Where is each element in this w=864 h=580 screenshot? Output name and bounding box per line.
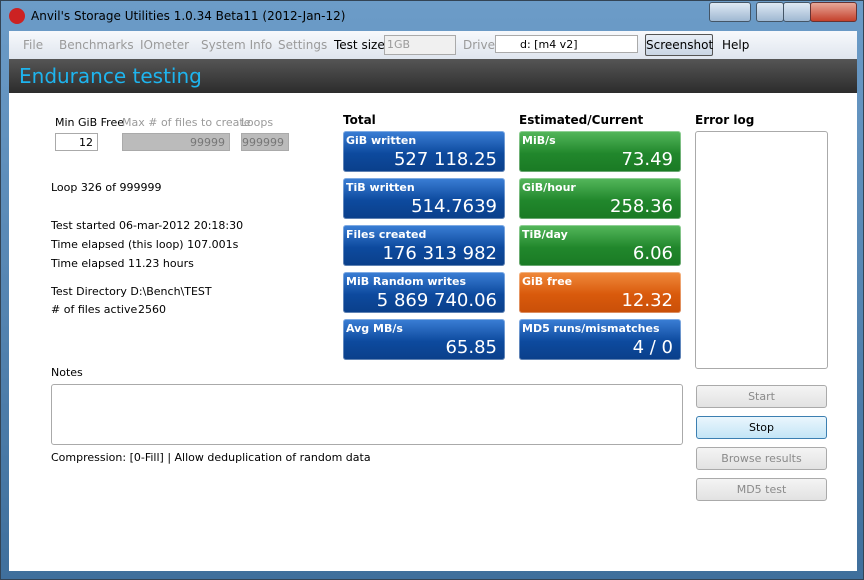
tile: MiB/s 73.49 — [519, 131, 681, 172]
tile-value: 65.85 — [445, 337, 497, 358]
status-line: Test Directory D:\Bench\TEST — [51, 285, 212, 298]
status-line: Test started 06-mar-2012 20:18:30 — [51, 219, 244, 232]
test-size-label: Test size — [334, 38, 385, 52]
tile-value: 176 313 982 — [382, 243, 497, 264]
close-button[interactable] — [810, 2, 857, 22]
window-title: Anvil's Storage Utilities 1.0.34 Beta11 … — [31, 9, 346, 23]
files-active-value: 2560 — [138, 303, 166, 316]
field-label: Max # of files to create — [122, 116, 251, 129]
status-line: Time elapsed (this loop) 107.001s — [51, 238, 239, 251]
compression-text: Compression: [0-Fill] | Allow deduplicat… — [51, 451, 371, 464]
menu-item[interactable]: Benchmarks — [59, 38, 134, 52]
tile-value: 258.36 — [610, 196, 673, 217]
tile-value: 514.7639 — [411, 196, 497, 217]
tile-label: Avg MB/s — [346, 322, 403, 335]
tile: Avg MB/s 65.85 — [343, 319, 505, 360]
menu-item[interactable]: File — [23, 38, 44, 52]
drive-label: Drive — [463, 38, 495, 52]
tile-label: MD5 runs/mismatches — [522, 322, 660, 335]
maximize-button[interactable] — [783, 2, 811, 22]
tile: TiB/day 6.06 — [519, 225, 681, 266]
tile-value: 73.49 — [621, 149, 673, 170]
tile-label: GiB/hour — [522, 181, 576, 194]
swap-button[interactable] — [709, 2, 751, 22]
button[interactable]: Start — [696, 385, 827, 408]
total-heading: Total — [343, 113, 376, 127]
help-menu[interactable]: Help — [722, 38, 750, 52]
field-input[interactable]: 999999 — [241, 133, 289, 151]
tile: GiB/hour 258.36 — [519, 178, 681, 219]
notes-box[interactable] — [51, 384, 683, 445]
error-log-box[interactable] — [695, 131, 828, 369]
tile-value: 6.06 — [632, 243, 673, 264]
field-input[interactable]: 12 — [55, 133, 98, 151]
button[interactable]: MD5 test — [696, 478, 827, 501]
tile-value: 5 869 740.06 — [376, 290, 497, 311]
menu-item[interactable]: System Info — [201, 38, 273, 52]
files-active-label: # of files active — [51, 303, 138, 316]
field-label: Loops — [241, 116, 274, 129]
status-line: Loop 326 of 999999 — [51, 181, 162, 194]
field-input[interactable]: 99999 — [122, 133, 230, 151]
tile-value: 12.32 — [621, 290, 673, 311]
tile: Files created 176 313 982 — [343, 225, 505, 266]
tile-label: TiB/day — [522, 228, 568, 241]
menu-item[interactable]: IOmeter — [140, 38, 190, 52]
tile-label: GiB free — [522, 275, 573, 288]
status-line: Time elapsed 11.23 hours — [51, 257, 194, 270]
button[interactable]: Stop — [696, 416, 827, 439]
drive-combo[interactable]: d: [m4 v2] — [495, 35, 638, 53]
screenshot-button[interactable]: Screenshot — [645, 34, 713, 56]
tile-label: TiB written — [346, 181, 415, 194]
app-icon — [9, 8, 25, 24]
tile-label: GiB written — [346, 134, 417, 147]
menu-item[interactable]: Settings — [278, 38, 328, 52]
tile: GiB free 12.32 — [519, 272, 681, 313]
tile-value: 527 118.25 — [393, 149, 497, 170]
test-size-combo[interactable]: 1GB — [384, 35, 456, 55]
header-band — [9, 59, 857, 93]
button[interactable]: Browse results — [696, 447, 827, 470]
tile: GiB written 527 118.25 — [343, 131, 505, 172]
tile-label: MiB Random writes — [346, 275, 467, 288]
tile-value: 4 / 0 — [632, 337, 673, 358]
tile: TiB written 514.7639 — [343, 178, 505, 219]
tile: MD5 runs/mismatches 4 / 0 — [519, 319, 681, 360]
field-label: Min GiB Free — [55, 116, 124, 129]
estimated-heading: Estimated/Current — [519, 113, 644, 127]
notes-label: Notes — [51, 366, 83, 379]
error-log-heading: Error log — [695, 113, 755, 127]
tile-label: MiB/s — [522, 134, 556, 147]
header-title: Endurance testing — [19, 64, 202, 88]
tile-label: Files created — [346, 228, 427, 241]
tile: MiB Random writes 5 869 740.06 — [343, 272, 505, 313]
minimize-button[interactable] — [756, 2, 784, 22]
